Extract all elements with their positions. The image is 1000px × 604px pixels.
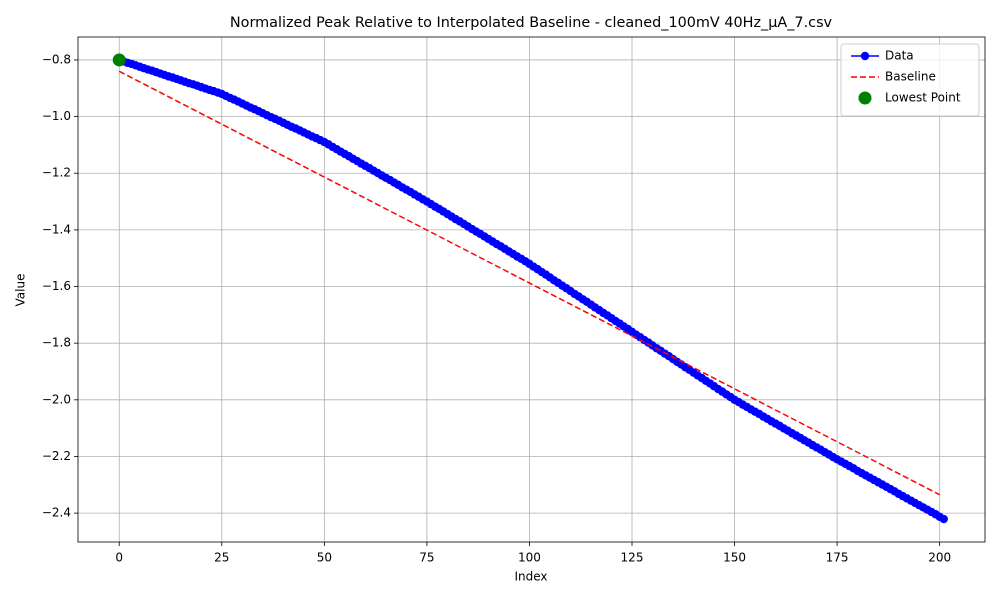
legend-marker — [860, 51, 870, 61]
plot-frame — [77, 36, 986, 543]
legend-label: Data — [885, 49, 914, 63]
x-tick-label: 150 — [723, 551, 746, 565]
x-tick-label: 175 — [826, 551, 849, 565]
y-tick-label: −1.0 — [42, 109, 71, 123]
y-tick-label: −2.0 — [42, 392, 71, 406]
x-tick-label: 0 — [115, 551, 123, 565]
x-tick-label: 75 — [419, 551, 434, 565]
y-tick-label: −2.4 — [42, 506, 71, 520]
data-point — [939, 514, 948, 524]
legend-marker — [858, 91, 872, 105]
scatter-point — [112, 53, 126, 67]
y-axis-label: Value — [14, 274, 28, 307]
series-line — [118, 70, 941, 496]
y-tick-label: −2.2 — [42, 449, 71, 463]
y-tick-label: −1.8 — [42, 336, 71, 350]
x-axis-label: Index — [514, 570, 547, 584]
x-tick-label: 125 — [621, 551, 644, 565]
y-tick-label: −0.8 — [42, 52, 71, 66]
chart-title: Normalized Peak Relative to Interpolated… — [230, 15, 833, 31]
y-tick-label: −1.4 — [42, 222, 71, 236]
legend-box — [840, 43, 980, 117]
y-tick-label: −1.2 — [42, 166, 71, 180]
x-tick-label: 50 — [317, 551, 332, 565]
legend-label: Baseline — [885, 70, 936, 84]
x-tick-label: 200 — [928, 551, 951, 565]
x-tick-label: 25 — [214, 551, 229, 565]
y-tick-label: −1.6 — [42, 279, 71, 293]
legend-label: Lowest Point — [885, 91, 961, 105]
x-tick-label: 100 — [518, 551, 541, 565]
